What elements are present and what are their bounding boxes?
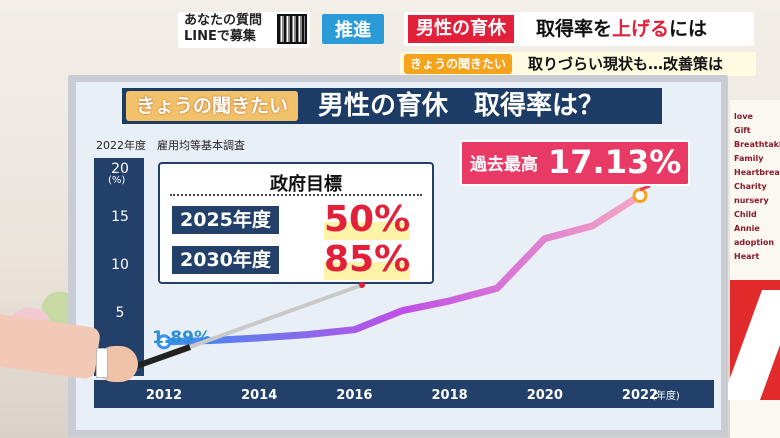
x-axis-unit: (年度)	[652, 389, 680, 402]
background-word: Family	[734, 154, 764, 163]
background-word: nursery	[734, 196, 769, 205]
background-word: Child	[734, 210, 757, 219]
goal-divider	[170, 194, 422, 196]
x-tick-label: 2022	[622, 388, 658, 403]
record-label: 過去最高	[470, 155, 538, 175]
y-tick-label: 5	[116, 305, 125, 321]
wristwatch-icon	[96, 348, 108, 378]
goal-year-2025: 2025年度	[172, 206, 279, 234]
background-word: Breathtaking	[734, 140, 780, 149]
goal-value-2025: 50%	[324, 199, 411, 240]
goal-value-2030: 85%	[324, 239, 411, 280]
background-word: Gift	[734, 126, 751, 135]
background-word: adoption	[734, 238, 775, 247]
headline-end: には	[669, 18, 708, 40]
subheadline-text: 取りづらい現状も…改善策は	[528, 55, 724, 73]
record-value: 17.13%	[548, 143, 682, 181]
background-word: Heartbreaking	[734, 168, 780, 177]
goal-title: 政府目標	[270, 174, 342, 195]
headline-topic: 男性の育休	[408, 15, 514, 43]
y-tick-label: 15	[111, 209, 129, 225]
y-axis-band	[94, 158, 144, 376]
subheadline-tag: きょうの聞きたい	[404, 54, 513, 74]
headline-text: 取得率を上げるには	[536, 15, 707, 43]
background-word: Charity	[734, 182, 767, 191]
x-axis-band	[94, 380, 714, 408]
x-tick-label: 2014	[241, 388, 277, 403]
category-tag: 推進	[322, 14, 384, 44]
record-badge	[460, 140, 690, 186]
x-tick-label: 2012	[146, 388, 182, 403]
line-question-line1: あなたの質問	[184, 13, 263, 28]
board-title-tag: きょうの聞きたい	[126, 91, 299, 121]
background-word: Heart	[734, 252, 760, 261]
chart-source: 2022年度 雇用均等基本調査	[96, 139, 245, 152]
background-word: love	[734, 112, 753, 121]
line-question-text: あなたの質問 LINEで募集	[184, 13, 262, 45]
y-axis-unit: (%)	[108, 175, 125, 186]
chart-title: 男性の育休 取得率は？	[318, 91, 605, 121]
data-point-first	[156, 334, 172, 350]
series-line	[160, 192, 644, 346]
line-question-line2: LINEで募集	[184, 29, 256, 44]
x-tick-label: 2020	[527, 388, 563, 403]
headline-emphasis: 上げる	[612, 18, 670, 40]
x-tick-label: 2018	[432, 388, 468, 403]
qr-code-icon[interactable]	[277, 14, 307, 44]
headline-mid: 取得率を	[536, 18, 613, 40]
y-tick-label: 10	[111, 257, 129, 273]
y-tick-label: 20	[111, 161, 129, 177]
background-word: Annie	[734, 224, 760, 233]
pointer-tip	[359, 282, 365, 288]
x-tick-label: 2016	[336, 388, 372, 403]
goal-year-2030: 2030年度	[172, 246, 279, 274]
record-callout-line	[639, 184, 651, 191]
